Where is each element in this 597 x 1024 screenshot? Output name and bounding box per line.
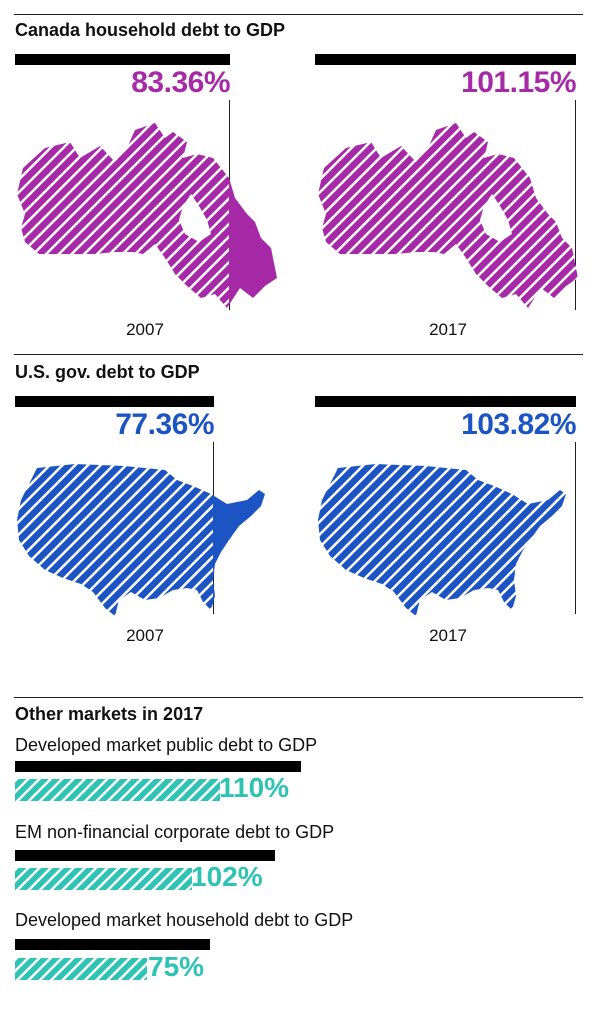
other-title: Other markets in 2017 <box>15 704 204 724</box>
canada-2017-value: 101.15% <box>461 66 576 99</box>
canada-2007-year: 2007 <box>126 320 164 339</box>
canada-2007-value: 83.36% <box>131 66 230 99</box>
canada-title: Canada household debt to GDP <box>15 20 286 40</box>
market-value-em-corporate: 102% <box>191 861 263 892</box>
market-bar-developed-household <box>15 958 147 980</box>
canada-2007-cap-bar <box>15 54 230 65</box>
us-2017-year: 2017 <box>429 626 467 645</box>
market-cap-bar-developed-public <box>15 761 301 772</box>
us-2007-value: 77.36% <box>115 408 214 441</box>
canada-map-2007-hatched-area <box>17 123 229 308</box>
other-section-rule <box>14 697 583 698</box>
canada-2017-year: 2017 <box>429 320 467 339</box>
us-2017-cap-bar <box>315 396 576 407</box>
market-value-developed-household: 75% <box>148 951 205 982</box>
market-label-developed-public: Developed market public debt to GDP <box>15 735 318 755</box>
top-rule <box>14 14 583 15</box>
market-bar-developed-public <box>15 779 220 801</box>
us-2017-value: 103.82% <box>461 408 576 441</box>
canada-map-2007 <box>17 123 277 308</box>
canada-2017-reference-line <box>575 100 576 310</box>
canada-map-2017 <box>318 123 578 308</box>
us-2017-reference-line <box>575 442 576 614</box>
us-map-2017 <box>318 464 566 616</box>
us-map-2007-solid-area <box>213 490 265 603</box>
market-cap-bar-em-corporate <box>15 850 275 861</box>
us-2007-cap-bar <box>15 396 214 407</box>
market-cap-bar-developed-household <box>15 939 210 950</box>
us-map-2007-hatched-area <box>17 464 213 616</box>
us-2007-year: 2007 <box>126 626 164 645</box>
us-map-2017-hatched-area <box>318 464 566 616</box>
us-title: U.S. gov. debt to GDP <box>15 362 200 382</box>
us-section-rule <box>14 354 583 355</box>
market-value-developed-public: 110% <box>219 772 290 803</box>
canada-2017-cap-bar <box>315 54 576 65</box>
canada-map-2007-solid-area <box>229 178 277 305</box>
market-label-developed-household: Developed market household debt to GDP <box>15 910 354 930</box>
market-bar-em-corporate <box>15 868 192 890</box>
market-label-em-corporate: EM non-financial corporate debt to GDP <box>15 822 335 842</box>
us-map-2007 <box>17 464 265 616</box>
canada-map-2017-hatched-area <box>318 123 578 308</box>
